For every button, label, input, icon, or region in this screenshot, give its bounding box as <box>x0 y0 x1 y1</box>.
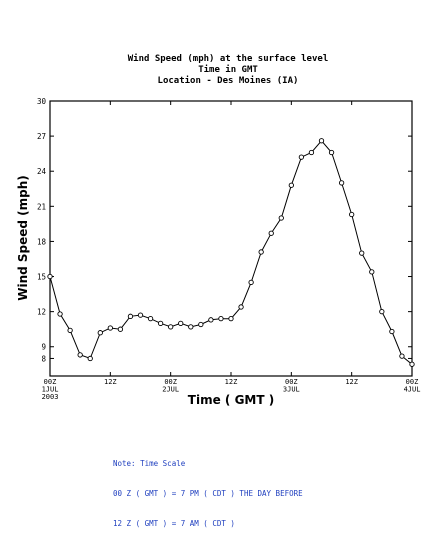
data-point <box>147 316 154 322</box>
data-point <box>47 273 53 280</box>
x-tick-label: 12Z <box>104 378 117 386</box>
y-tick-label: 9 <box>41 343 46 352</box>
x-axis-label: Time ( GMT ) <box>188 393 274 407</box>
data-point <box>369 269 375 275</box>
note-line-2: 00 Z ( GMT ) = 7 PM ( CDT ) THE DAY BEFO… <box>113 489 303 498</box>
data-point <box>157 320 164 326</box>
data-point <box>228 316 234 322</box>
data-point <box>188 324 194 330</box>
x-tick-label: 12Z <box>345 378 358 386</box>
data-point <box>258 249 264 255</box>
note-line-3: 12 Z ( GMT ) = 7 AM ( CDT ) <box>113 519 235 528</box>
data-point <box>278 215 284 221</box>
data-point <box>288 182 294 188</box>
y-tick-label: 15 <box>37 273 46 282</box>
data-point <box>168 324 174 330</box>
data-point <box>359 250 365 256</box>
data-point <box>308 149 315 156</box>
data-point <box>349 211 355 218</box>
y-tick-label: 8 <box>41 354 46 363</box>
y-tick-label: 24 <box>37 167 47 176</box>
chart-subtitle-1: Time in GMT <box>198 64 258 75</box>
data-point <box>178 320 184 326</box>
chart-title: Wind Speed (mph) at the surface level <box>128 53 328 64</box>
data-point <box>409 361 415 367</box>
data-point <box>318 138 325 144</box>
data-point <box>328 149 335 156</box>
x-tick-label: 00Z <box>164 378 177 386</box>
data-point <box>399 353 405 359</box>
data-point <box>57 311 63 317</box>
data-point <box>87 355 93 362</box>
y-axis-label: Wind Speed (mph) <box>16 175 30 301</box>
data-point <box>117 326 124 332</box>
data-point <box>268 230 274 236</box>
y-tick-label: 12 <box>37 308 46 317</box>
series-layer <box>47 138 415 367</box>
data-point <box>298 154 305 160</box>
data-point <box>338 180 345 186</box>
chart-subtitle-2: Location - Des Moines (IA) <box>158 75 299 86</box>
data-point <box>127 313 134 319</box>
data-point <box>67 327 73 334</box>
x-tick-label: 1JUL <box>42 386 59 394</box>
data-point <box>389 328 395 335</box>
data-point <box>107 325 113 331</box>
data-point <box>238 304 244 310</box>
y-tick-label: 18 <box>37 237 47 246</box>
y-tick-label: 30 <box>37 97 47 106</box>
series-line <box>49 140 413 365</box>
data-point <box>218 316 224 322</box>
x-tick-label: 4JUL <box>404 386 421 394</box>
data-point <box>208 317 214 323</box>
x-tick-label: 3JUL <box>283 386 300 394</box>
note-line-1: Note: Time Scale <box>113 459 186 468</box>
x-tick-label: 00Z <box>44 378 57 386</box>
data-point <box>248 279 254 286</box>
y-axis: 8 9 12 15 18 21 24 27 30 <box>37 97 412 363</box>
x-tick-label: 2JUL <box>162 386 179 394</box>
data-point <box>198 321 204 328</box>
x-tick-label: 00Z <box>285 378 298 386</box>
data-point <box>77 352 83 358</box>
data-point <box>97 330 103 336</box>
x-tick-label: 2003 <box>42 393 59 401</box>
x-tick-label: 00Z <box>406 378 419 386</box>
data-point <box>137 312 144 318</box>
y-tick-label: 21 <box>37 202 46 211</box>
x-tick-label: 12Z <box>225 378 238 386</box>
data-point <box>379 308 385 315</box>
time-scale-note: Note: Time Scale 00 Z ( GMT ) = 7 PM ( C… <box>113 439 303 539</box>
y-tick-label: 27 <box>37 132 46 141</box>
